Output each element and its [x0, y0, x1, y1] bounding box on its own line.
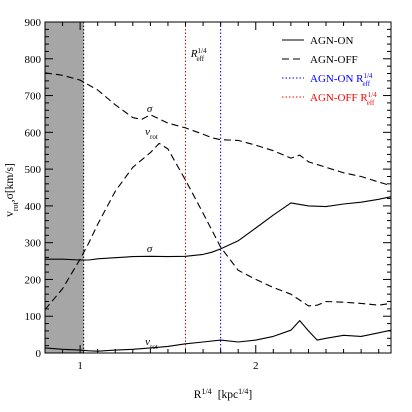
y-tick-label-1: 100: [25, 311, 42, 323]
shaded-region: [45, 22, 85, 353]
y-tick-label-7: 700: [25, 91, 42, 103]
tick-labels: 1 2 0 100 200 300 400 500 600 700 800 900: [25, 17, 259, 372]
y-tick-label-8: 800: [25, 54, 42, 66]
y-tick-label-2: 200: [25, 274, 42, 286]
y-axis-label: vrot,σ[km/s]: [4, 163, 20, 217]
series-on_sigma: [45, 196, 392, 261]
legend-label-2: AGN-ON R1/4 eff: [310, 72, 373, 88]
annotation-vrot_off: vrot: [145, 126, 158, 141]
x-axis-label: R1/4 [kpc1/4]: [194, 387, 252, 402]
series-on_vrot: [44, 320, 392, 352]
annotation-vrot_on: vrot: [145, 336, 158, 351]
x-tick-label-1: 2: [253, 360, 259, 372]
legend-label-0: AGN-ON: [310, 35, 353, 47]
y-tick-label-0: 0: [36, 348, 42, 360]
y-tick-label-6: 600: [25, 127, 42, 139]
legend-label-3: AGN-OFF R1/4 eff: [310, 91, 377, 107]
annotation-sigma_off: σ: [147, 103, 153, 115]
annotations: σ vrot σ vrot R1/4 eff: [145, 47, 207, 351]
axis-ticks: [45, 21, 391, 354]
legend: AGN-ON AGN-OFF AGN-ON R1/4 eff AGN-OFF R1/4 e…: [282, 35, 377, 107]
series-off_vrot: [44, 142, 392, 310]
reff-lines: [185, 22, 222, 353]
series-off_sigma: [44, 72, 392, 187]
legend-label-1: AGN-OFF: [310, 54, 358, 66]
y-tick-label-3: 300: [25, 238, 42, 250]
y-tick-label-5: 500: [25, 164, 42, 176]
y-tick-label-4: 400: [25, 201, 42, 213]
shaded-rect: [45, 22, 84, 353]
plot-frame: [44, 21, 392, 354]
x-tick-label-0: 1: [77, 360, 83, 372]
annotation-reff: R1/4 eff: [190, 47, 207, 63]
series-lines: [44, 72, 392, 352]
annotation-sigma_on: σ: [147, 243, 153, 255]
y-tick-label-9: 900: [25, 17, 42, 29]
